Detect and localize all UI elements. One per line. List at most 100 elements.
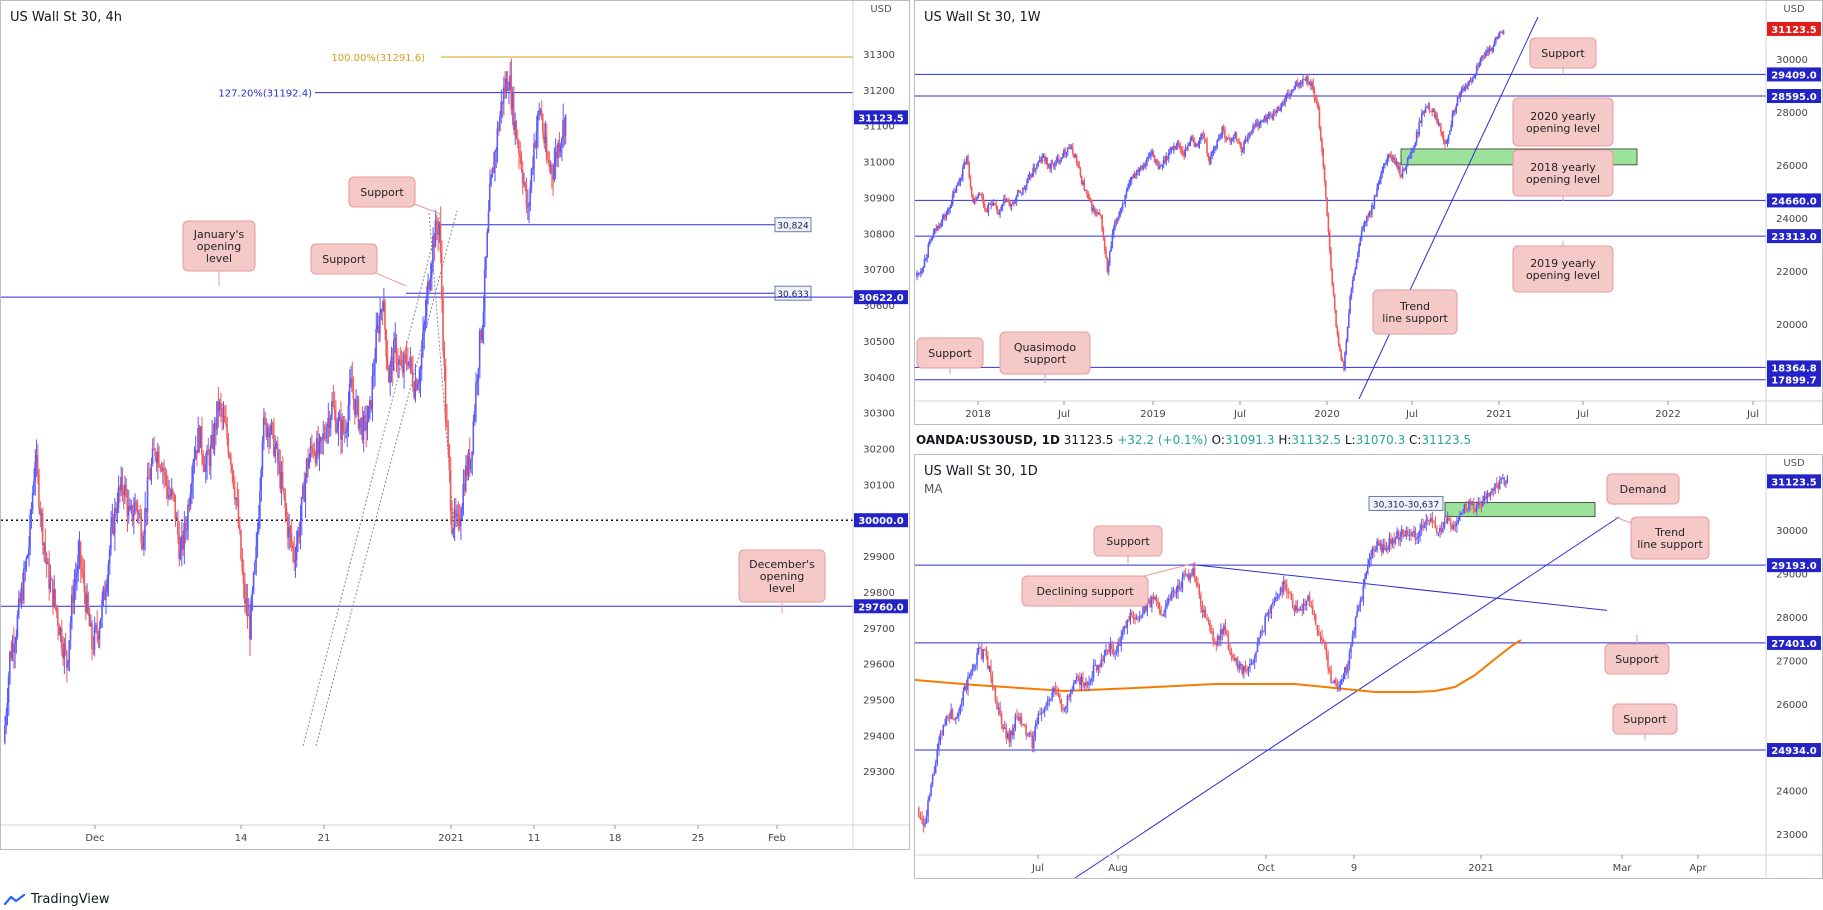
candle-body: [1235, 132, 1238, 140]
candle-body: [145, 508, 147, 512]
candle-body: [149, 478, 151, 480]
candle-body: [1029, 174, 1032, 178]
candle-body: [983, 649, 986, 651]
candle-body: [1291, 89, 1294, 91]
candle-body: [1014, 201, 1016, 203]
candle-body: [996, 701, 998, 710]
candle-body: [919, 816, 922, 818]
candle-body: [491, 167, 493, 178]
candle-body: [1468, 81, 1470, 86]
candle-body: [1023, 724, 1026, 727]
candle-body: [1098, 212, 1101, 215]
tradingview-footer[interactable]: TradingView: [4, 892, 110, 907]
candle-body: [43, 543, 45, 546]
candle-body: [525, 185, 528, 207]
candle-body: [534, 143, 536, 147]
candle-body: [1268, 612, 1271, 614]
candle-body: [976, 652, 978, 665]
candle-body: [1216, 636, 1219, 646]
candle-body: [1454, 525, 1456, 527]
candle-body: [1301, 609, 1303, 611]
candle-body: [1406, 530, 1409, 535]
candle-body: [1183, 154, 1185, 157]
candle-body: [1367, 564, 1369, 574]
candle-body: [1391, 539, 1394, 545]
price-tag-label: 29409.0: [1771, 70, 1817, 81]
candle-body: [1385, 162, 1387, 165]
candle-body: [257, 517, 260, 532]
candle-body: [113, 508, 116, 535]
chart-1d-canvas[interactable]: 30,310-30,637USD230002400025000260002700…: [915, 455, 1822, 878]
candle-body: [1446, 517, 1449, 523]
candle-body: [1431, 111, 1433, 113]
candle-body: [1456, 96, 1459, 106]
candle-body: [997, 707, 1000, 710]
candle-body: [1457, 96, 1460, 98]
candle-body: [82, 571, 84, 575]
candle-body: [274, 446, 276, 456]
candle-body: [1448, 517, 1450, 521]
fib-100-label: 100.00%(31291.6): [331, 53, 425, 64]
candle-body: [965, 156, 968, 165]
candle-body: [1115, 221, 1117, 223]
candle-body: [1131, 612, 1133, 616]
candle-body: [977, 194, 979, 198]
candle-body: [5, 715, 7, 726]
candle-body: [1048, 699, 1050, 701]
candle-body: [964, 161, 967, 165]
chart-panel-1d[interactable]: 30,310-30,637USD230002400025000260002700…: [914, 454, 1823, 879]
candle-body: [1180, 149, 1183, 151]
candle-body: [519, 153, 521, 157]
candle-body: [141, 542, 144, 549]
candle-body: [928, 795, 931, 801]
candle-body: [940, 223, 942, 226]
candle-body: [1322, 151, 1324, 167]
candle-body: [380, 309, 382, 314]
candle-body: [299, 521, 302, 537]
candle-body: [505, 78, 507, 93]
callout-box: [1512, 149, 1614, 197]
candle-body: [1270, 604, 1272, 614]
candle-body: [1060, 157, 1062, 161]
candle-body: [563, 120, 565, 136]
chart-1w-canvas[interactable]: USD 20000 22000 24000 26000 28000 30000 2018 Jul…: [915, 1, 1822, 424]
candle-body: [1086, 190, 1088, 194]
candle-body: [1026, 734, 1029, 736]
candle-body: [1478, 503, 1481, 506]
candle-body: [110, 527, 112, 550]
candle-body: [1426, 519, 1429, 521]
candle-body: [168, 494, 170, 499]
candle-body: [1047, 164, 1050, 166]
candle-body: [1415, 132, 1418, 143]
price-tick-label: 30200: [863, 444, 895, 455]
open-value: 31091.3: [1224, 433, 1275, 447]
candle-body: [977, 647, 980, 653]
chart-panel-1w[interactable]: USD 20000 22000 24000 26000 28000 30000 2018 Jul…: [914, 0, 1823, 425]
price-tag: [854, 599, 908, 614]
candle-body: [1124, 194, 1126, 204]
candle-body: [1281, 587, 1283, 593]
candle-body: [281, 472, 284, 488]
candle-body: [1146, 158, 1148, 164]
candle-body: [1267, 115, 1270, 118]
candle-body: [1340, 350, 1342, 360]
candle-body: [951, 709, 954, 720]
candle-body: [1294, 85, 1296, 89]
candle-body: [1313, 89, 1316, 99]
candle-body: [1074, 155, 1077, 158]
chart-4h-canvas[interactable]: 127.20%(31192.4) 100.00%(31291.6) 30,824 30…: [1, 1, 909, 849]
candle-body: [464, 465, 467, 491]
candle-body: [993, 685, 995, 688]
candle-body: [1231, 139, 1234, 141]
candle-body: [1264, 116, 1267, 122]
candle-body: [1337, 687, 1340, 689]
fib-anchor-line: [315, 210, 458, 747]
ma-indicator-label: MA: [924, 482, 943, 496]
candle-body: [142, 535, 145, 549]
candle-body: [317, 438, 319, 455]
price-tag: [1767, 474, 1821, 489]
candle-body: [1328, 668, 1331, 672]
chart-panel-4h[interactable]: 127.20%(31192.4) 100.00%(31291.6) 30,824 30…: [0, 0, 910, 850]
candle-body: [194, 449, 197, 459]
candle-body: [280, 472, 283, 489]
